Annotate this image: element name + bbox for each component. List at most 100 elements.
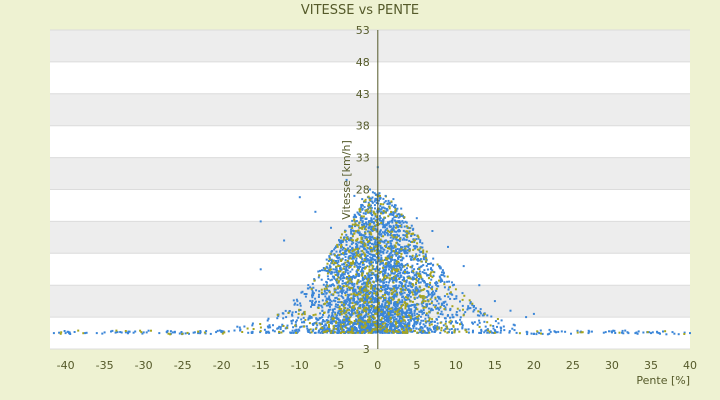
data-point [259,268,262,271]
data-point [379,229,382,232]
data-point [367,252,370,255]
data-point [305,325,308,328]
data-point [430,262,432,265]
data-point [64,332,67,335]
data-point [364,200,367,203]
data-point [59,332,62,335]
data-point [372,280,375,283]
data-point [413,234,416,236]
data-point [349,239,352,242]
data-point [321,320,324,323]
data-point [407,277,410,280]
data-point [419,239,422,242]
data-point [358,288,361,291]
data-point [369,331,371,334]
data-point [384,244,386,247]
data-point [398,221,401,224]
data-point [335,250,338,253]
data-point [381,303,384,306]
data-point [364,302,367,305]
data-point [557,330,560,333]
data-point [410,224,413,227]
data-point [325,328,328,331]
data-point [427,314,430,317]
data-point [386,330,389,333]
data-point [303,313,306,316]
data-point [383,224,386,227]
data-point [441,269,444,272]
data-point [346,300,349,303]
data-point [405,230,408,233]
data-point [307,331,310,333]
data-point [368,292,371,294]
data-point [387,297,390,300]
data-point [406,270,409,273]
data-point [415,274,418,277]
data-point [389,325,392,328]
data-point [328,258,331,261]
data-point [413,241,416,243]
data-point [370,206,373,209]
data-point [395,254,398,257]
data-point [406,251,409,254]
data-point [381,273,384,276]
data-point [351,277,353,280]
data-point [387,254,390,257]
data-point [383,312,386,315]
data-point [358,221,361,224]
data-point [361,316,364,319]
data-point [359,256,362,259]
data-point [317,331,320,334]
data-point [397,270,400,273]
data-point [382,209,385,212]
data-point [384,322,387,325]
data-point [205,330,208,333]
data-point [406,330,409,333]
data-point [343,308,346,311]
data-point [334,324,337,327]
data-point [378,249,381,252]
data-point [378,217,381,220]
data-point [381,240,384,243]
data-point [427,294,430,297]
data-point [347,264,350,267]
data-point [381,231,384,234]
data-point [291,311,294,314]
data-point [536,330,539,333]
data-point [380,287,383,290]
data-point [317,276,320,279]
data-point [397,258,400,261]
data-point [388,262,391,264]
data-point [181,332,184,335]
data-point [373,204,376,207]
data-point [365,310,368,313]
data-point [343,303,345,306]
data-point [394,253,397,256]
data-point [486,321,489,324]
data-point [381,326,384,329]
data-point [436,325,439,328]
data-point [363,332,366,334]
data-point [400,283,403,286]
data-point [347,312,350,315]
data-point [390,289,393,292]
data-point [346,248,349,251]
data-point [385,305,388,308]
data-point [358,327,361,330]
data-point [341,326,344,329]
data-point [406,232,409,235]
data-point [380,312,383,315]
data-point [360,289,363,292]
data-point [409,289,412,292]
data-point [611,331,613,334]
data-point [368,296,371,299]
data-point [410,319,412,322]
data-point [448,328,451,331]
data-point [394,208,397,211]
data-point [346,307,349,310]
data-point [392,228,395,231]
data-point [410,309,413,312]
data-point [366,246,369,249]
data-point [400,255,403,258]
data-point [396,233,399,236]
